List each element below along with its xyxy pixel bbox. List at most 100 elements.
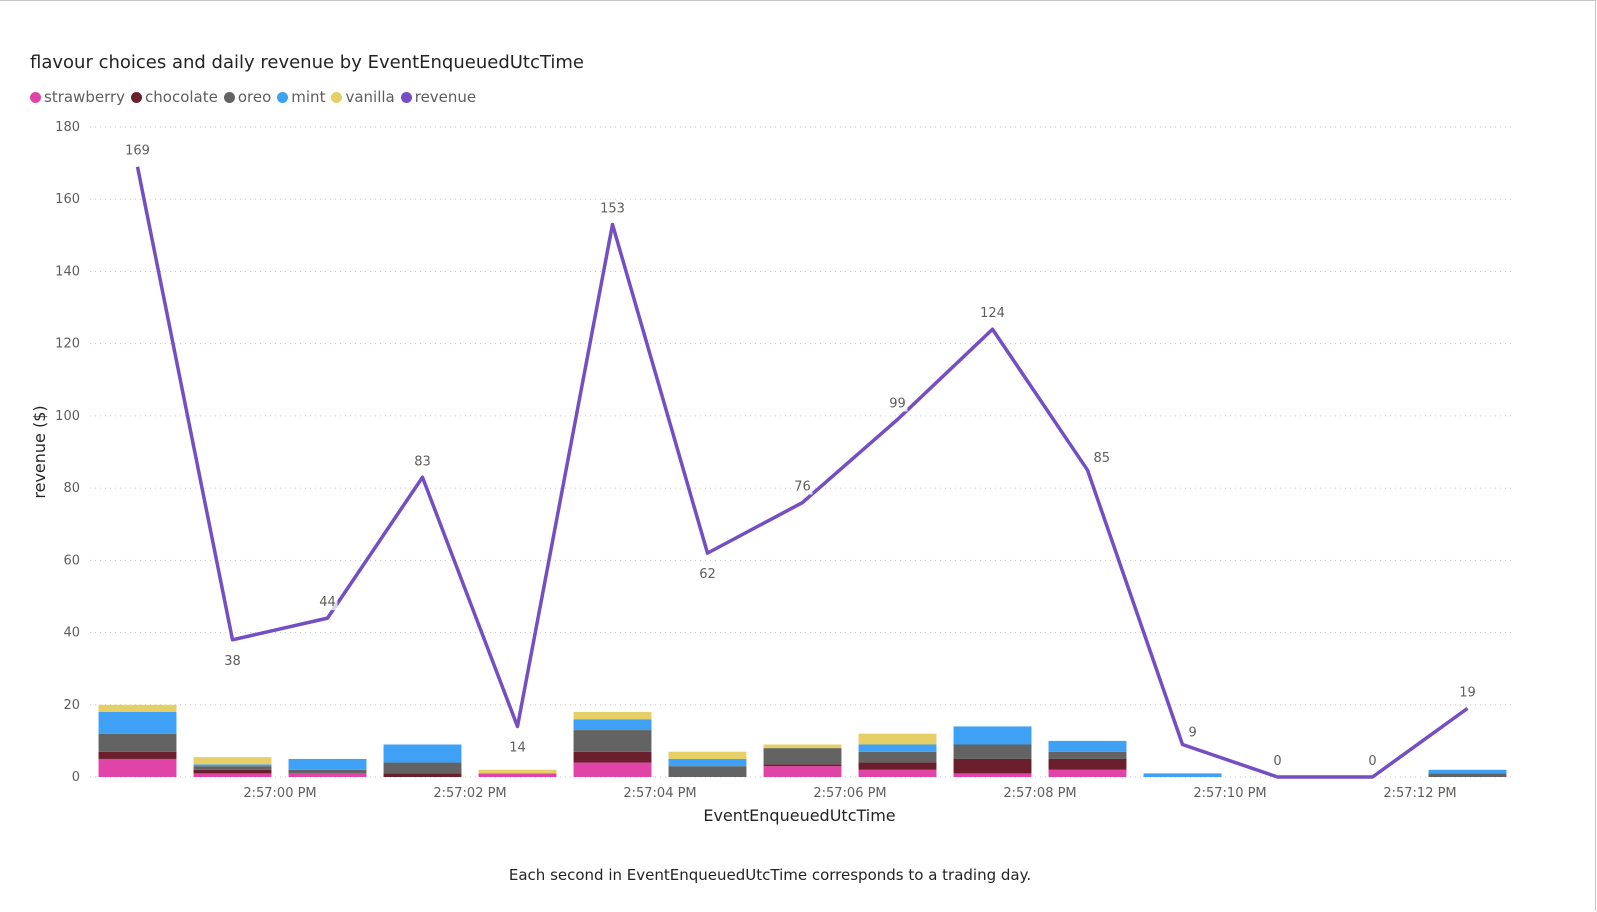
bar-segment-chocolate[interactable] <box>1048 758 1127 770</box>
bar-segment-chocolate[interactable] <box>573 751 652 763</box>
bar-segment-chocolate[interactable] <box>193 769 272 774</box>
bar-segment-mint[interactable] <box>858 744 937 752</box>
bar-segment-vanilla[interactable] <box>858 733 937 745</box>
legend-item-oreo[interactable]: oreo <box>223 88 271 106</box>
data-label-background <box>697 565 718 583</box>
y-tick-label: 180 <box>55 120 80 135</box>
legend-marker-vanilla <box>331 91 343 103</box>
revenue-data-label: 169 <box>125 144 150 159</box>
bar-segment-oreo[interactable] <box>858 751 937 763</box>
legend-item-vanilla[interactable]: vanilla <box>331 88 395 106</box>
revenue-data-label: 0 <box>1273 754 1281 769</box>
x-tick-label: 2:57:08 PM <box>1003 786 1076 801</box>
bar-segment-strawberry[interactable] <box>1048 769 1127 777</box>
bar-segment-vanilla[interactable] <box>98 704 177 712</box>
bar-segment-oreo[interactable] <box>573 730 652 752</box>
revenue-data-label: 153 <box>600 202 625 217</box>
revenue-data-label: 19 <box>1459 685 1476 700</box>
revenue-line-path[interactable] <box>135 166 1469 779</box>
footnote: Each second in EventEnqueuedUtcTime corr… <box>508 866 1032 884</box>
bar-segment-mint[interactable] <box>668 758 747 767</box>
revenue-data-label: 38 <box>224 654 241 669</box>
y-tick-label: 120 <box>55 337 80 352</box>
bar-segment-vanilla[interactable] <box>668 751 747 759</box>
data-label-background <box>978 304 1007 322</box>
data-label-background <box>1091 449 1112 467</box>
bar-segment-oreo[interactable] <box>193 766 272 770</box>
bar-segment-chocolate[interactable] <box>763 764 842 767</box>
legend-label-mint: mint <box>291 88 326 106</box>
revenue-data-label: 76 <box>794 480 811 495</box>
revenue-data-label: 9 <box>1189 726 1197 741</box>
bar-segment-mint[interactable] <box>383 744 462 763</box>
bar-segment-oreo[interactable] <box>1048 751 1127 759</box>
bar-segment-oreo[interactable] <box>98 733 177 752</box>
y-tick-label: 0 <box>72 770 80 785</box>
bar-segment-oreo[interactable] <box>383 762 462 774</box>
legend-marker-revenue <box>400 91 412 103</box>
bar-segment-strawberry[interactable] <box>288 773 367 777</box>
bar-segment-strawberry[interactable] <box>478 773 557 777</box>
legend-label-revenue: revenue <box>414 88 477 106</box>
y-tick-label: 80 <box>63 481 80 496</box>
x-tick-label: 2:57:06 PM <box>813 786 886 801</box>
bar-segment-vanilla[interactable] <box>478 769 557 774</box>
bar-segment-mint[interactable] <box>953 726 1032 745</box>
revenue-data-label: 14 <box>509 740 526 755</box>
bar-segment-mint[interactable] <box>193 764 272 767</box>
legend-item-strawberry[interactable]: strawberry <box>30 88 125 106</box>
bar-segment-strawberry[interactable] <box>763 766 842 777</box>
bar-segment-oreo[interactable] <box>953 744 1032 759</box>
data-label-background <box>317 593 338 611</box>
bar-segment-oreo[interactable] <box>668 766 747 777</box>
y-tick-label: 20 <box>63 698 80 713</box>
data-label-background <box>1186 723 1199 741</box>
data-label-background <box>222 651 243 669</box>
bar-segment-chocolate[interactable] <box>953 758 1032 774</box>
bar-segment-vanilla[interactable] <box>193 757 272 765</box>
bar-segment-chocolate[interactable] <box>858 762 937 770</box>
x-tick-label: 2:57:02 PM <box>433 786 506 801</box>
data-label-background <box>792 477 813 495</box>
legend-marker-chocolate <box>131 91 143 103</box>
bar-segment-oreo[interactable] <box>1428 773 1507 777</box>
bar-segment-chocolate[interactable] <box>98 751 177 759</box>
legend-item-mint[interactable]: mint <box>277 88 325 106</box>
bar-segment-strawberry[interactable] <box>193 773 272 777</box>
data-label-background <box>123 141 152 159</box>
revenue-line <box>135 166 1469 779</box>
revenue-data-label: 0 <box>1368 754 1376 769</box>
data-label-background <box>1457 683 1478 701</box>
revenue-data-label: 124 <box>980 306 1005 321</box>
bar-segment-chocolate[interactable] <box>383 773 462 777</box>
bar-segment-strawberry[interactable] <box>858 769 937 777</box>
bar-segment-vanilla[interactable] <box>763 744 842 749</box>
x-axis-title: EventEnqueuedUtcTime <box>703 806 895 825</box>
bar-segment-mint[interactable] <box>98 712 177 734</box>
y-tick-label: 40 <box>63 626 80 641</box>
legend-item-revenue[interactable]: revenue <box>400 88 477 106</box>
revenue-data-label: 83 <box>414 454 431 469</box>
legend: strawberry chocolate oreo mint vanilla r… <box>30 88 482 106</box>
x-axis-ticks: 2:57:00 PM 2:57:02 PM 2:57:04 PM 2:57:06 PM… <box>243 786 1456 801</box>
bar-segment-mint[interactable] <box>1143 773 1222 777</box>
y-tick-label: 100 <box>55 409 80 424</box>
bar-segment-mint[interactable] <box>1048 740 1127 752</box>
legend-label-vanilla: vanilla <box>345 88 395 106</box>
bar-segment-strawberry[interactable] <box>98 758 177 777</box>
revenue-data-label: 44 <box>319 595 336 610</box>
bar-segment-vanilla[interactable] <box>573 712 652 720</box>
bar-segment-oreo[interactable] <box>763 748 842 765</box>
legend-marker-mint <box>277 91 289 103</box>
bar-segment-mint[interactable] <box>573 719 652 731</box>
bar-segment-oreo[interactable] <box>288 769 367 774</box>
revenue-data-label: 85 <box>1094 451 1111 466</box>
bar-segment-strawberry[interactable] <box>573 762 652 777</box>
legend-item-chocolate[interactable]: chocolate <box>131 88 218 106</box>
revenue-data-label: 62 <box>699 567 716 582</box>
gridlines <box>90 126 1515 778</box>
bar-segment-mint[interactable] <box>1428 769 1507 774</box>
bar-segment-mint[interactable] <box>288 758 367 770</box>
bar-segment-strawberry[interactable] <box>953 773 1032 777</box>
